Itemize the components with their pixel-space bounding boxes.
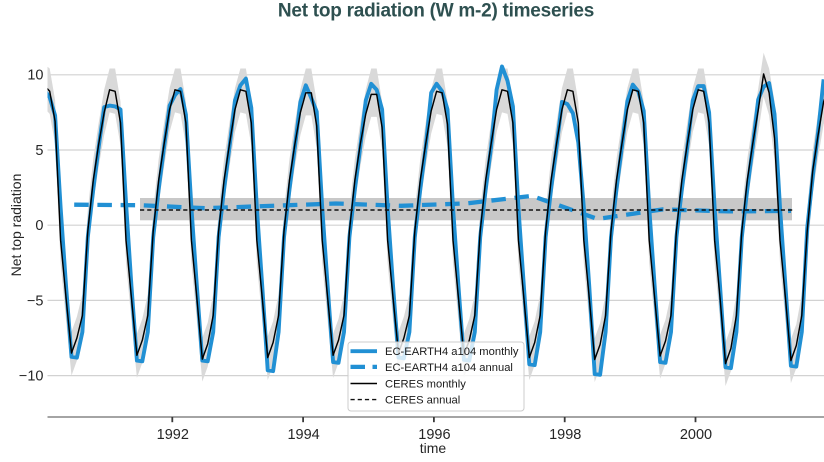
svg-text:Net top radiation (W m-2) time: Net top radiation (W m-2) timeseries (278, 1, 594, 22)
svg-text:5: 5 (35, 143, 43, 159)
svg-text:CERES annual: CERES annual (385, 395, 460, 407)
svg-text:2000: 2000 (680, 427, 712, 443)
svg-text:CERES monthly: CERES monthly (385, 379, 466, 391)
svg-text:−5: −5 (27, 293, 44, 309)
svg-text:10: 10 (27, 68, 43, 84)
svg-text:1996: 1996 (418, 427, 450, 443)
svg-text:EC-EARTH4 a104 annual: EC-EARTH4 a104 annual (385, 362, 513, 374)
svg-text:1994: 1994 (287, 427, 319, 443)
svg-text:Net top radiation: Net top radiation (8, 174, 24, 277)
svg-text:time: time (420, 440, 447, 456)
svg-text:1998: 1998 (549, 427, 581, 443)
svg-text:−10: −10 (19, 369, 44, 385)
svg-text:0: 0 (35, 218, 43, 234)
svg-text:1992: 1992 (157, 427, 189, 443)
svg-text:EC-EARTH4 a104 monthly: EC-EARTH4 a104 monthly (385, 346, 519, 358)
